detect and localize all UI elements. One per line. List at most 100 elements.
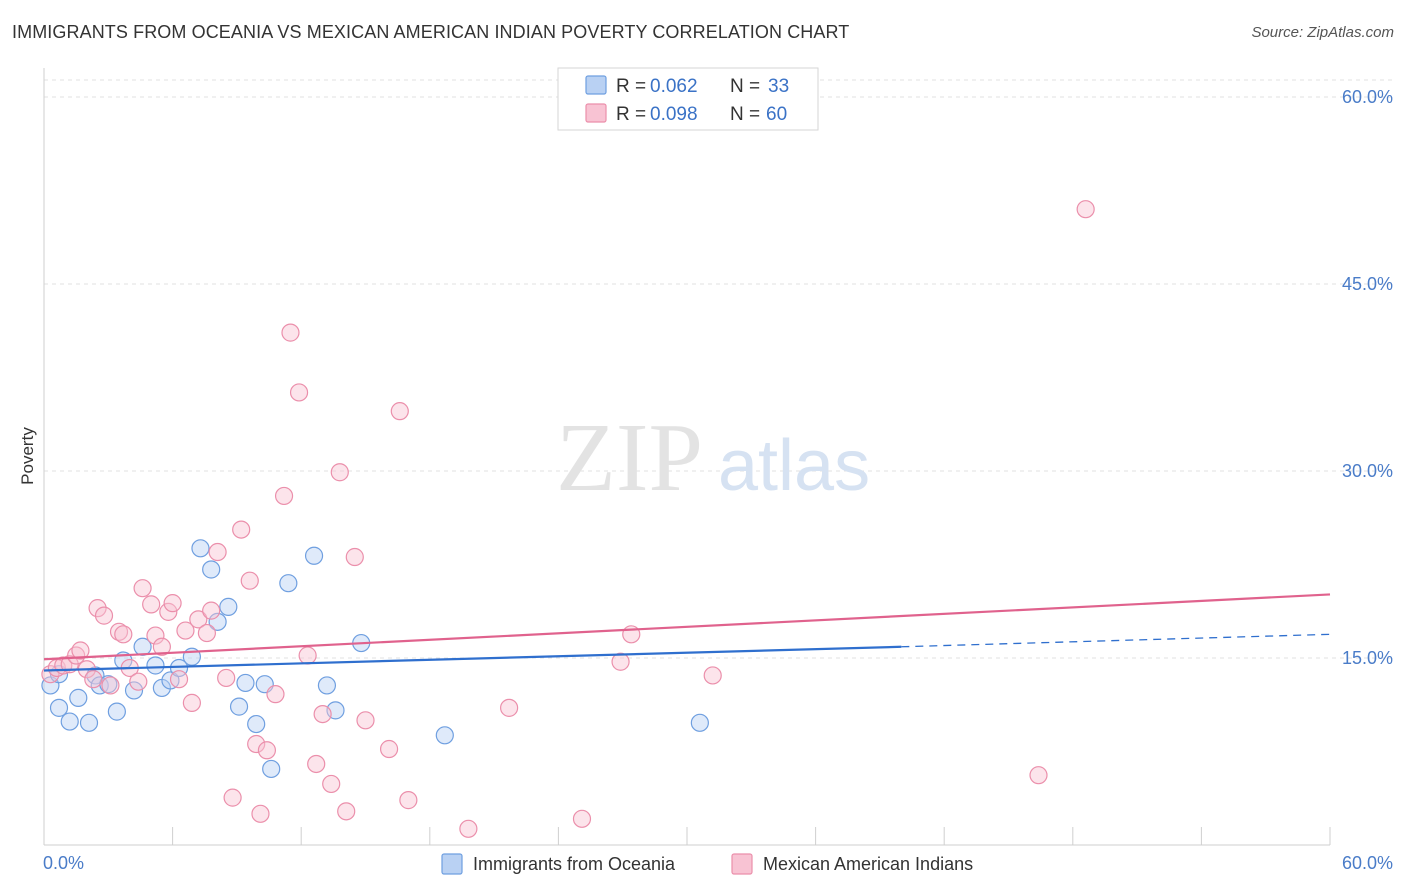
point-mexican xyxy=(163,594,182,613)
point-mexican xyxy=(1029,766,1048,785)
point-mexican xyxy=(142,595,161,614)
axis-layer xyxy=(43,68,1331,846)
legend-n-value-mexican: 60 xyxy=(766,104,787,125)
point-oceania xyxy=(69,688,88,707)
point-oceania xyxy=(219,597,238,616)
point-mexican xyxy=(232,520,251,539)
point-mexican xyxy=(197,623,216,643)
x-tick-label-max: 60.0% xyxy=(1342,853,1393,873)
point-oceania xyxy=(146,656,165,675)
y-tick-label: 30.0% xyxy=(1342,461,1393,481)
point-mexican xyxy=(345,547,364,567)
point-mexican xyxy=(379,739,399,759)
point-oceania xyxy=(279,574,298,593)
point-mexican xyxy=(572,809,592,828)
bottom-legend: Immigrants from Oceania Mexican American… xyxy=(441,853,973,875)
point-oceania xyxy=(247,714,266,734)
legend-swatch-oceania xyxy=(585,75,607,95)
point-mexican xyxy=(88,599,107,618)
point-mexican xyxy=(399,791,418,810)
point-mexican xyxy=(247,734,266,754)
point-mexican xyxy=(500,698,519,717)
bottom-legend-label-oceania: Immigrants from Oceania xyxy=(473,854,676,874)
point-mexican xyxy=(202,601,221,620)
point-oceania xyxy=(60,712,79,731)
point-oceania xyxy=(49,698,69,717)
point-oceania xyxy=(690,713,709,732)
legend-n-label-oceania: N = xyxy=(730,76,760,97)
point-mexican xyxy=(298,646,317,665)
y-tick-label: 15.0% xyxy=(1342,648,1393,668)
point-mexican xyxy=(257,741,277,760)
point-mexican xyxy=(251,804,270,823)
grid-layer: 15.0% 30.0% 45.0% 60.0% xyxy=(44,79,1393,668)
trend-line-mexican xyxy=(43,593,1331,661)
point-mexican xyxy=(189,610,208,629)
point-mexican xyxy=(176,621,195,640)
point-oceania xyxy=(236,673,255,693)
trend-layer xyxy=(43,593,1331,672)
point-mexican xyxy=(159,602,178,621)
top-legend: R = 0.062 N = 33 R = 0.098 N = 60 xyxy=(557,67,819,131)
legend-r-value-mexican: 0.098 xyxy=(650,104,698,125)
point-oceania xyxy=(435,726,454,745)
point-oceania xyxy=(124,681,144,700)
legend-swatch-mexican xyxy=(585,103,607,123)
point-mexican xyxy=(129,672,148,691)
y-tick-label: 60.0% xyxy=(1342,87,1393,107)
point-oceania xyxy=(208,612,227,631)
legend-r-value-oceania: 0.062 xyxy=(650,76,698,97)
point-mexican xyxy=(1076,200,1095,219)
watermark-atlas: atlas xyxy=(718,426,870,506)
x-tick-label-min: 0.0% xyxy=(43,853,84,873)
chart-title: IMMIGRANTS FROM OCEANIA VS MEXICAN AMERI… xyxy=(12,22,850,42)
point-oceania xyxy=(262,759,281,779)
point-mexican xyxy=(289,383,309,402)
point-oceania xyxy=(191,539,210,558)
bottom-legend-label-mexican: Mexican American Indians xyxy=(763,854,973,874)
point-mexican xyxy=(146,626,165,645)
watermark: ZIP atlas xyxy=(556,404,870,512)
point-oceania xyxy=(202,560,221,579)
trend-line-oceania xyxy=(43,645,902,672)
point-mexican xyxy=(182,693,201,712)
point-mexican xyxy=(274,486,294,506)
point-mexican xyxy=(337,802,356,821)
point-mexican xyxy=(217,668,236,688)
points-layer xyxy=(41,200,1095,838)
point-mexican xyxy=(390,402,409,421)
point-mexican xyxy=(356,711,375,730)
y-tick-label: 45.0% xyxy=(1342,274,1393,294)
source-label: Source: ZipAtlas.com xyxy=(1251,24,1394,41)
point-mexican xyxy=(101,676,120,695)
point-oceania xyxy=(79,713,99,732)
point-mexican xyxy=(240,571,259,590)
point-mexican xyxy=(114,625,133,644)
point-mexican xyxy=(71,641,90,660)
point-mexican xyxy=(223,788,242,807)
trend-line-extension-oceania xyxy=(901,633,1331,648)
legend-n-label-mexican: N = xyxy=(730,104,760,125)
point-mexican xyxy=(266,685,285,704)
point-mexican xyxy=(611,652,630,671)
point-mexican xyxy=(307,754,326,774)
bottom-legend-swatch-mexican xyxy=(731,853,753,875)
point-mexican xyxy=(330,463,349,482)
point-oceania xyxy=(317,676,337,695)
point-oceania xyxy=(107,702,126,721)
point-mexican xyxy=(133,579,152,598)
bottom-legend-swatch-oceania xyxy=(441,853,463,875)
point-mexican xyxy=(703,666,722,685)
point-mexican xyxy=(313,704,332,724)
point-oceania xyxy=(304,546,324,565)
point-mexican xyxy=(84,670,103,689)
point-mexican xyxy=(169,670,189,689)
y-axis-label: Poverty xyxy=(18,427,37,485)
legend-r-label-oceania: R = xyxy=(616,76,646,97)
watermark-zip: ZIP xyxy=(556,404,703,512)
point-mexican xyxy=(322,774,341,794)
legend-n-value-oceania: 33 xyxy=(768,76,789,97)
point-mexican xyxy=(94,606,114,625)
point-mexican xyxy=(208,542,227,562)
